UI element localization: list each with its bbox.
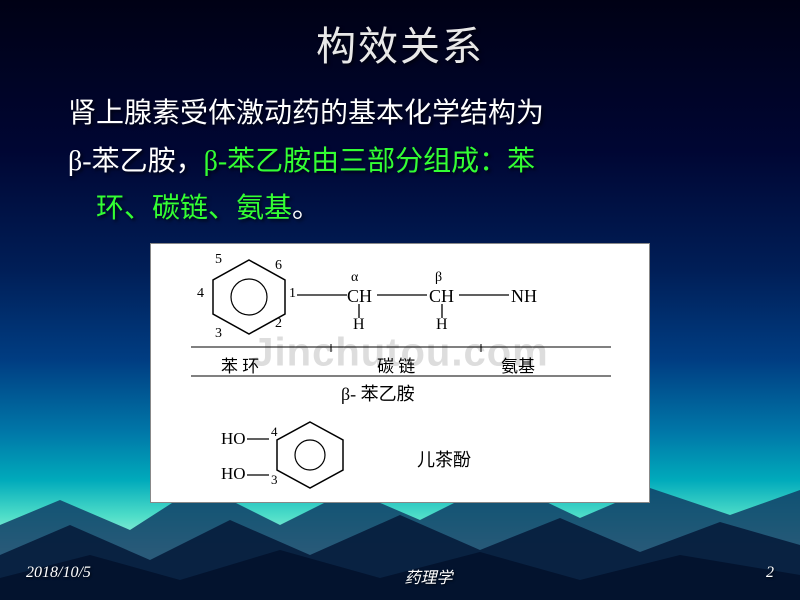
benzene-ring-lower	[267, 416, 353, 494]
para-line1: 肾上腺素受体激动药的基本化学结构为	[68, 98, 544, 129]
chemistry-figure: Jinchutou.com 1 2 3 4 5 6 α CH β CH NH H…	[150, 243, 650, 503]
ring-pos-4: 4	[197, 286, 204, 302]
body-paragraph: 肾上腺素受体激动药的基本化学结构为 β-苯乙胺，β-苯乙胺由三部分组成：苯 环、…	[0, 72, 800, 233]
alpha-label: α	[351, 270, 358, 286]
para-line3-hl: 环、碳链、氨基	[68, 193, 292, 224]
footer-date: 2018/10/5	[26, 564, 91, 588]
beta-label: β	[435, 270, 442, 286]
benzene-ring-upper	[199, 252, 299, 342]
catechol-label: 儿茶酚	[417, 446, 471, 472]
pos-4: 4	[271, 424, 278, 440]
ring-pos-1: 1	[289, 286, 296, 302]
oh-2: HO	[221, 464, 246, 484]
ring-pos-2: 2	[275, 316, 282, 332]
footer-subject: 药理学	[404, 564, 452, 588]
ring-pos-5: 5	[215, 252, 222, 268]
ring-pos-6: 6	[275, 258, 282, 274]
ring-pos-3: 3	[215, 326, 222, 342]
slide-footer: 2018/10/5 药理学 2	[0, 564, 800, 588]
pos-3: 3	[271, 472, 278, 488]
figure-caption: β- 苯乙胺	[341, 380, 415, 406]
h-2: H	[436, 316, 448, 334]
para-line3-post: 。	[292, 193, 320, 224]
para-line2a: β-苯乙胺，	[68, 146, 204, 177]
slide-title: 构效关系	[0, 0, 800, 72]
oh-1: HO	[221, 429, 246, 449]
para-line2-hl: β-苯乙胺由三部分组成：苯	[204, 146, 536, 177]
footer-page: 2	[766, 564, 774, 588]
nh: NH	[511, 286, 537, 307]
h-1: H	[353, 316, 365, 334]
